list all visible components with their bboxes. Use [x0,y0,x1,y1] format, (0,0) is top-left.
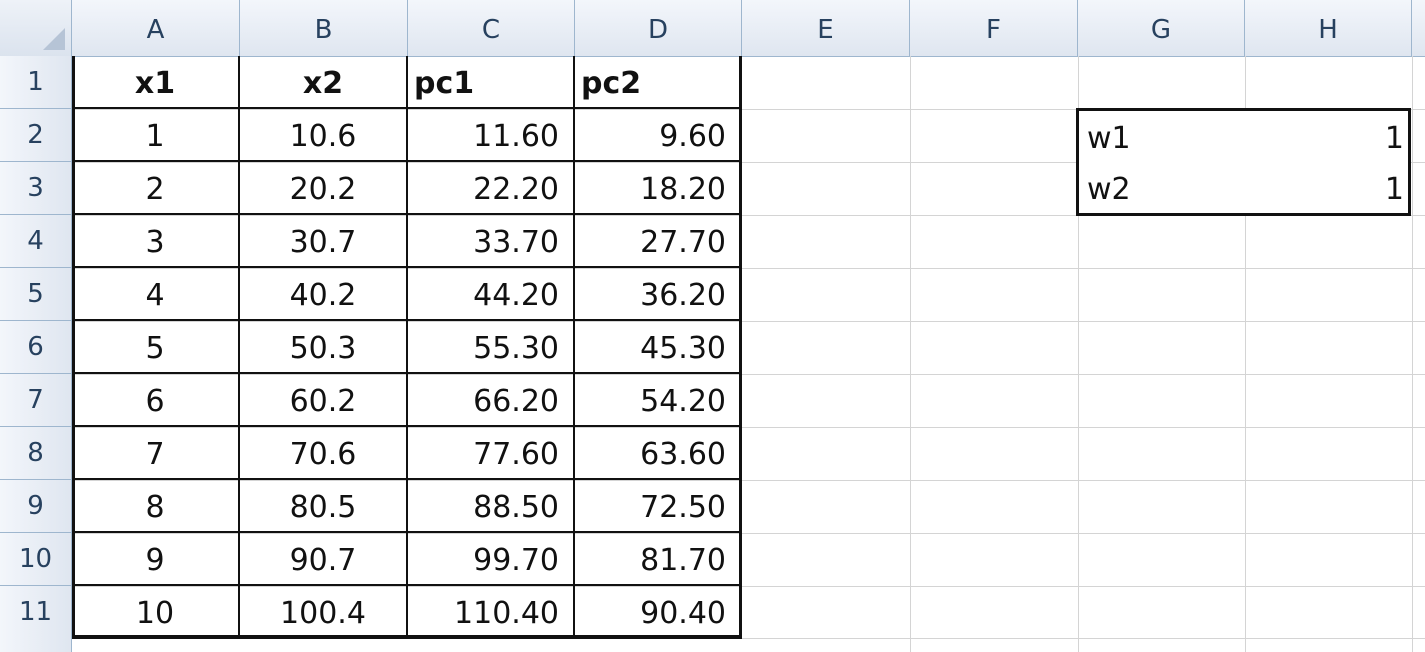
gridline [72,480,1425,481]
weight-row-w1[interactable]: w1 1 [1079,111,1408,162]
table-cell-pc1[interactable]: 22.20 [408,162,575,215]
gridline [72,638,1425,639]
row-header-12[interactable] [0,638,72,652]
gridline [72,533,1425,534]
table-cell-pc2[interactable]: 72.50 [575,480,742,533]
table-cell-pc2[interactable]: 27.70 [575,215,742,268]
gridline [72,109,1425,110]
weight-label: w2 [1087,172,1131,207]
column-header-e[interactable]: E [742,0,910,56]
table-cell-pc1[interactable]: 44.20 [408,268,575,321]
select-all-triangle-icon [43,28,65,50]
table-cell-pc2[interactable]: 54.20 [575,374,742,427]
select-all-corner[interactable] [0,0,72,56]
table-cell-pc2[interactable]: 18.20 [575,162,742,215]
table-cell-x1[interactable]: 5 [72,321,240,374]
table-cell-x1[interactable]: 4 [72,268,240,321]
header-cell-pc2[interactable]: pc2 [575,56,742,109]
row-header-3[interactable]: 3 [0,162,72,215]
table-cell-pc2[interactable]: 81.70 [575,533,742,586]
table-cell-x2[interactable]: 30.7 [240,215,408,268]
table-cell-pc1[interactable]: 55.30 [408,321,575,374]
row-header-8[interactable]: 8 [0,427,72,480]
weight-row-w2[interactable]: w2 1 [1079,162,1408,213]
table-cell-x1[interactable]: 8 [72,480,240,533]
column-header-f[interactable]: F [910,0,1078,56]
table-cell-x1[interactable]: 10 [72,586,240,639]
weight-value: 1 [1384,121,1404,156]
weights-box: w1 1 w2 1 [1076,108,1411,216]
table-cell-pc1[interactable]: 110.40 [408,586,575,639]
gridline [72,162,1425,163]
gridline [72,215,1425,216]
table-cell-pc2[interactable]: 45.30 [575,321,742,374]
column-header-c[interactable]: C [408,0,575,56]
header-cell-x2[interactable]: x2 [240,56,408,109]
table-cell-pc1[interactable]: 33.70 [408,215,575,268]
table-cell-x2[interactable]: 20.2 [240,162,408,215]
table-cell-pc2[interactable]: 63.60 [575,427,742,480]
row-header-7[interactable]: 7 [0,374,72,427]
gridline [1245,56,1246,652]
column-header-d[interactable]: D [575,0,742,56]
table-cell-x2[interactable]: 70.6 [240,427,408,480]
table-cell-pc1[interactable]: 77.60 [408,427,575,480]
table-cell-x2[interactable]: 10.6 [240,109,408,162]
weight-label: w1 [1087,121,1131,156]
row-header-10[interactable]: 10 [0,533,72,586]
table-cell-x1[interactable]: 1 [72,109,240,162]
table-cell-x2[interactable]: 40.2 [240,268,408,321]
row-header-6[interactable]: 6 [0,321,72,374]
header-cell-pc1[interactable]: pc1 [408,56,575,109]
table-cell-pc1[interactable]: 99.70 [408,533,575,586]
row-header-2[interactable]: 2 [0,109,72,162]
gridline [72,586,1425,587]
row-header-11[interactable]: 11 [0,586,72,639]
table-cell-x2[interactable]: 60.2 [240,374,408,427]
table-cell-x2[interactable]: 50.3 [240,321,408,374]
column-header-row: A B C D E F G H [0,0,1425,57]
table-cell-x2[interactable]: 100.4 [240,586,408,639]
gridline [910,56,911,652]
table-cell-x1[interactable]: 7 [72,427,240,480]
table-cell-x1[interactable]: 3 [72,215,240,268]
column-header-g[interactable]: G [1078,0,1245,56]
weight-value: 1 [1384,172,1404,207]
gridline [72,268,1425,269]
table-cell-x1[interactable]: 2 [72,162,240,215]
column-header-h[interactable]: H [1245,0,1412,56]
table-cell-pc1[interactable]: 11.60 [408,109,575,162]
gridline [72,374,1425,375]
column-header-b[interactable]: B [240,0,408,56]
header-cell-x1[interactable]: x1 [72,56,240,109]
row-header-9[interactable]: 9 [0,480,72,533]
table-cell-pc1[interactable]: 88.50 [408,480,575,533]
gridline [1412,56,1413,652]
table-cell-pc2[interactable]: 9.60 [575,109,742,162]
gridline [72,427,1425,428]
table-cell-pc1[interactable]: 66.20 [408,374,575,427]
table-cell-x2[interactable]: 90.7 [240,533,408,586]
table-cell-x1[interactable]: 9 [72,533,240,586]
row-header-4[interactable]: 4 [0,215,72,268]
table-cell-x1[interactable]: 6 [72,374,240,427]
table-cell-pc2[interactable]: 36.20 [575,268,742,321]
gridline [72,321,1425,322]
table-cell-pc2[interactable]: 90.40 [575,586,742,639]
column-header-partial[interactable] [1412,0,1425,56]
table-cell-x2[interactable]: 80.5 [240,480,408,533]
gridline [1078,56,1079,652]
row-header-5[interactable]: 5 [0,268,72,321]
row-header-1[interactable]: 1 [0,56,72,109]
column-header-a[interactable]: A [72,0,240,56]
